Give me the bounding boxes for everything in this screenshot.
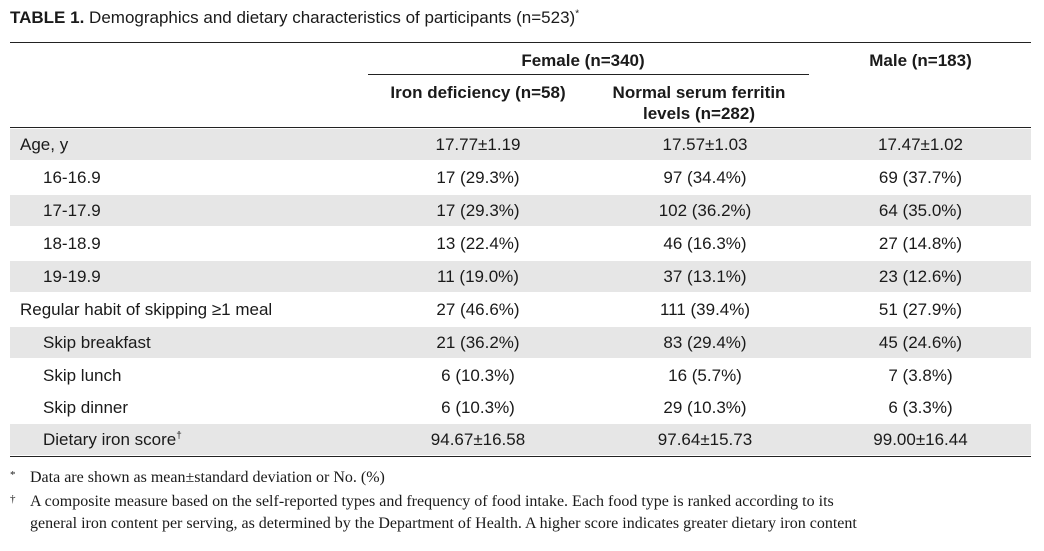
iron-deficiency-value: 94.67±16.58 <box>430 430 526 449</box>
table-caption: Demographics and dietary characteristics… <box>89 8 576 27</box>
header-normal-ferritin-line2: levels (n=282) <box>643 104 755 123</box>
table-number: TABLE 1. <box>10 8 85 27</box>
male-value: 23 (12.6%) <box>878 267 963 286</box>
header-iron-deficiency: Iron deficiency (n=58) <box>390 83 566 102</box>
table-row: Dietary iron score† 94.67±16.58 97.64±15… <box>10 424 1031 455</box>
table-row: 17-17.9 17 (29.3%) 102 (36.2%) 64 (35.0%… <box>10 195 1031 226</box>
row-label: Dietary iron score† <box>43 430 182 450</box>
row-label: Skip breakfast <box>43 333 151 352</box>
table-row: Skip dinner 6 (10.3%) 29 (10.3%) 6 (3.3%… <box>10 392 1031 423</box>
female-subheader-rule <box>368 74 809 75</box>
iron-deficiency-value: 17 (29.3%) <box>436 168 520 187</box>
table-row: 19-19.9 11 (19.0%) 37 (13.1%) 23 (12.6%) <box>10 261 1031 292</box>
header-rule <box>10 127 1031 128</box>
table-row: Age, y 17.77±1.19 17.57±1.03 17.47±1.02 <box>10 129 1031 160</box>
row-label: Skip dinner <box>43 398 129 417</box>
row-label: 17-17.9 <box>43 201 101 220</box>
row-label: 18-18.9 <box>43 234 101 253</box>
header-normal-ferritin-line1: Normal serum ferritin <box>612 83 786 102</box>
male-value: 17.47±1.02 <box>878 135 963 154</box>
male-value: 51 (27.9%) <box>878 300 963 319</box>
title-footnote-mark: * <box>575 8 580 20</box>
iron-deficiency-value: 17.77±1.19 <box>435 135 521 154</box>
row-footnote-mark: † <box>176 430 182 442</box>
normal-ferritin-value: 46 (16.3%) <box>663 234 747 253</box>
footnote-mark: * <box>10 469 16 481</box>
table-row: 18-18.9 13 (22.4%) 46 (16.3%) 27 (14.8%) <box>10 228 1031 259</box>
male-value: 69 (37.7%) <box>878 168 963 187</box>
footnote-text: A composite measure based on the self-re… <box>30 493 834 510</box>
male-value: 27 (14.8%) <box>878 234 963 253</box>
normal-ferritin-value: 97.64±15.73 <box>657 430 753 449</box>
header-normal-ferritin: Normal serum ferritin levels (n=282) <box>588 82 810 124</box>
row-label: Age, y <box>20 135 69 154</box>
normal-ferritin-value: 97 (34.4%) <box>663 168 747 187</box>
male-value: 7 (3.8%) <box>888 366 953 385</box>
row-label: 16-16.9 <box>43 168 101 187</box>
male-value: 45 (24.6%) <box>878 333 963 352</box>
normal-ferritin-value: 102 (36.2%) <box>658 201 752 220</box>
row-label-text: Dietary iron score <box>43 430 177 449</box>
normal-ferritin-value: 17.57±1.03 <box>662 135 748 154</box>
normal-ferritin-value: 16 (5.7%) <box>668 366 742 385</box>
iron-deficiency-value: 11 (19.0%) <box>437 267 519 286</box>
iron-deficiency-value: 13 (22.4%) <box>436 234 520 253</box>
iron-deficiency-value: 17 (29.3%) <box>436 201 520 220</box>
top-rule <box>10 42 1031 43</box>
footnote-text: general iron content per serving, as det… <box>30 515 857 532</box>
bottom-rule <box>10 456 1031 457</box>
table-row: 16-16.9 17 (29.3%) 97 (34.4%) 69 (37.7%) <box>10 162 1031 193</box>
table-row: Skip lunch 6 (10.3%) 16 (5.7%) 7 (3.8%) <box>10 360 1031 391</box>
table-row: Regular habit of skipping ≥1 meal 27 (46… <box>10 294 1031 325</box>
normal-ferritin-value: 83 (29.4%) <box>663 333 747 352</box>
table-title: TABLE 1. Demographics and dietary charac… <box>10 8 579 28</box>
male-value: 6 (3.3%) <box>888 398 953 417</box>
header-female: Female (n=340) <box>521 51 645 70</box>
male-value: 64 (35.0%) <box>878 201 963 220</box>
table-row: Skip breakfast 21 (36.2%) 83 (29.4%) 45 … <box>10 327 1031 358</box>
row-label: 19-19.9 <box>43 267 101 286</box>
male-value: 99.00±16.44 <box>873 430 968 449</box>
iron-deficiency-value: 27 (46.6%) <box>436 300 520 319</box>
normal-ferritin-value: 37 (13.1%) <box>663 267 747 286</box>
row-label: Skip lunch <box>43 366 122 385</box>
normal-ferritin-value: 29 (10.3%) <box>663 398 747 417</box>
footnote-mark: † <box>10 493 16 505</box>
row-label: Regular habit of skipping ≥1 meal <box>20 300 273 319</box>
iron-deficiency-value: 6 (10.3%) <box>441 366 515 385</box>
normal-ferritin-value: 111 (39.4%) <box>659 300 751 319</box>
footnote-text: Data are shown as mean±standard deviatio… <box>30 469 385 486</box>
header-male: Male (n=183) <box>869 51 972 70</box>
iron-deficiency-value: 21 (36.2%) <box>436 333 520 352</box>
iron-deficiency-value: 6 (10.3%) <box>441 398 515 417</box>
